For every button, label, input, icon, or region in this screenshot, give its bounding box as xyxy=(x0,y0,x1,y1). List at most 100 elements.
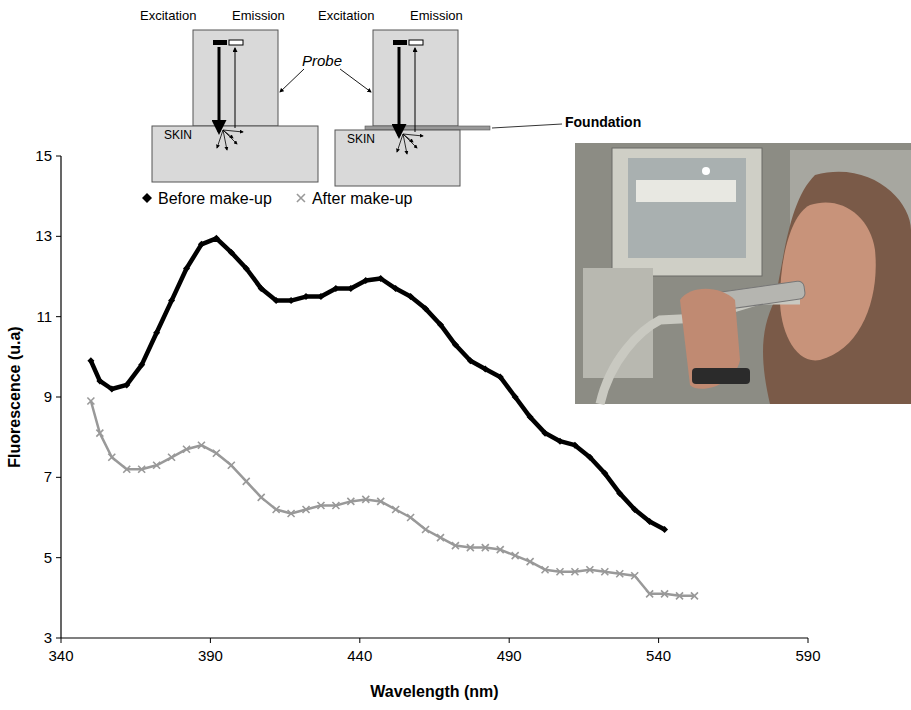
y-tick-label: 11 xyxy=(36,308,52,325)
data-point xyxy=(497,546,504,553)
x-tick xyxy=(359,638,360,643)
scatter-arrow xyxy=(403,134,413,142)
data-point xyxy=(407,293,414,300)
data-point xyxy=(273,506,280,513)
scatter-arrow xyxy=(217,130,223,148)
y-tick-label: 5 xyxy=(44,549,52,566)
scatter-arrow xyxy=(223,130,237,144)
data-point xyxy=(601,470,608,477)
data-point xyxy=(512,552,519,559)
skin-label: SKIN xyxy=(347,132,375,146)
scatter-arrow xyxy=(403,134,417,148)
y-tick-label: 13 xyxy=(35,227,52,244)
data-point xyxy=(96,377,103,384)
data-point xyxy=(676,592,683,599)
plot-area xyxy=(87,235,698,599)
data-point xyxy=(213,235,220,242)
emission-arrow xyxy=(415,48,416,132)
x-axis-title: Wavelength (nm) xyxy=(370,683,498,700)
data-point xyxy=(153,462,160,469)
data-point xyxy=(273,297,280,304)
screen-window xyxy=(636,180,736,202)
data-point xyxy=(332,285,339,292)
data-point xyxy=(601,568,608,575)
data-point xyxy=(452,341,459,348)
x-tick xyxy=(658,638,659,643)
data-point xyxy=(258,494,265,501)
x-tick-label: 490 xyxy=(497,647,522,664)
data-point xyxy=(542,430,549,437)
data-point xyxy=(317,293,324,300)
scatter-arrow xyxy=(403,134,423,136)
data-point xyxy=(183,446,190,453)
data-point xyxy=(392,285,399,292)
y-tick xyxy=(56,156,61,157)
x-tick-label: 540 xyxy=(646,647,671,664)
data-point xyxy=(347,498,354,505)
data-point xyxy=(422,305,429,312)
data-point xyxy=(138,361,145,368)
foundation-layer xyxy=(365,126,490,130)
x-axis xyxy=(61,637,808,638)
x-tick-label: 340 xyxy=(48,647,73,664)
probe-pointer xyxy=(340,69,371,92)
data-point xyxy=(108,385,115,392)
data-point xyxy=(243,478,250,485)
data-point xyxy=(586,454,593,461)
data-point xyxy=(213,450,220,457)
y-tick xyxy=(56,316,61,317)
scatter-arrow xyxy=(223,130,233,138)
x-tick xyxy=(509,638,510,643)
legend-label: Before make-up xyxy=(158,190,272,207)
excitation-label: Excitation xyxy=(140,8,196,23)
scatter-arrow xyxy=(223,130,243,132)
data-point xyxy=(661,526,668,533)
data-point xyxy=(198,241,205,248)
data-point xyxy=(87,357,94,364)
data-point xyxy=(108,454,115,461)
data-point xyxy=(437,534,444,541)
excitation-arrow xyxy=(398,47,401,136)
data-point xyxy=(138,466,145,473)
data-point xyxy=(87,398,94,405)
x-tick-label: 390 xyxy=(198,647,223,664)
excitation-label: Excitation xyxy=(318,8,374,23)
y-tick xyxy=(56,477,61,478)
emission-label: Emission xyxy=(232,8,285,23)
legend: Before make-up After make-up xyxy=(142,190,413,207)
data-point xyxy=(317,502,324,509)
y-tick-label: 3 xyxy=(44,629,52,646)
y-tick xyxy=(56,397,61,398)
detector xyxy=(229,40,243,45)
y-tick xyxy=(56,557,61,558)
data-point xyxy=(347,285,354,292)
series-line xyxy=(91,401,695,596)
data-point xyxy=(288,510,295,517)
data-point xyxy=(123,381,130,388)
foundation-pointer xyxy=(492,124,562,128)
data-point xyxy=(452,542,459,549)
legend-label: After make-up xyxy=(312,190,413,207)
data-point xyxy=(183,265,190,272)
y-tick xyxy=(56,638,61,639)
data-point xyxy=(332,502,339,509)
data-point xyxy=(362,496,369,503)
foundation-label: Foundation xyxy=(565,114,641,130)
data-point xyxy=(646,518,653,525)
data-point xyxy=(168,454,175,461)
legend-marker xyxy=(142,193,152,203)
data-point xyxy=(631,572,638,579)
data-point xyxy=(362,277,369,284)
data-point xyxy=(616,490,623,497)
data-point xyxy=(288,297,295,304)
data-point xyxy=(527,414,534,421)
scatter-arrow xyxy=(397,134,403,152)
data-point xyxy=(153,329,160,336)
data-point xyxy=(586,566,593,573)
light-source xyxy=(213,40,227,45)
data-point xyxy=(482,365,489,372)
data-point xyxy=(437,321,444,328)
data-point xyxy=(542,566,549,573)
data-point xyxy=(123,466,130,473)
light-source xyxy=(393,40,407,45)
